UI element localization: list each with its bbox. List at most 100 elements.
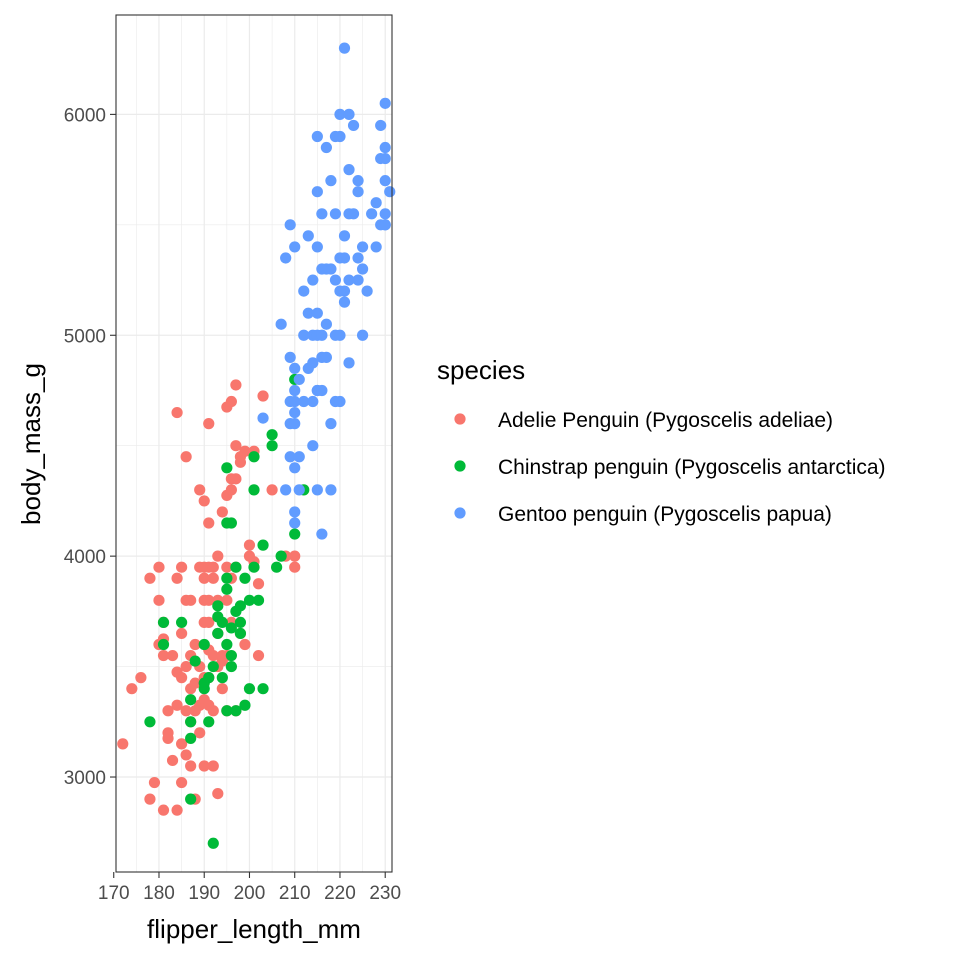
adelie-point — [289, 550, 301, 562]
gentoo-point — [284, 219, 296, 231]
gentoo-point — [334, 329, 346, 341]
gentoo-point — [302, 230, 314, 242]
y-tick-label: 4000 — [64, 547, 106, 568]
chinstrap-point — [185, 732, 197, 744]
legend-label-chinstrap: Chinstrap penguin (Pygoscelis antarctica… — [498, 456, 886, 479]
chinstrap-point — [185, 716, 197, 728]
gentoo-point — [329, 274, 342, 286]
adelie-point — [185, 594, 197, 606]
gentoo-point — [356, 329, 369, 341]
chinstrap-point — [225, 660, 237, 673]
adelie-point — [176, 561, 188, 573]
chinstrap-point — [198, 638, 210, 651]
gentoo-point — [293, 373, 305, 386]
gentoo-point — [289, 406, 301, 419]
gentoo-point — [316, 263, 328, 275]
chinstrap-point — [239, 699, 251, 711]
chinstrap-point — [176, 616, 188, 629]
adelie-point — [171, 804, 183, 816]
gentoo-point — [311, 484, 323, 496]
x-axis-title: flipper_length_mm — [147, 914, 361, 944]
adelie-point — [157, 804, 170, 816]
gentoo-point — [275, 318, 287, 330]
gentoo-point — [343, 274, 355, 286]
gentoo-point — [343, 164, 355, 176]
adelie-point — [189, 638, 201, 651]
chinstrap-point — [221, 638, 233, 651]
adelie-point — [212, 550, 224, 562]
chinstrap-point — [207, 837, 219, 849]
gentoo-point — [370, 241, 382, 253]
y-tick-label: 3000 — [64, 768, 106, 789]
grid-lines — [116, 15, 392, 872]
gentoo-point — [352, 186, 364, 198]
chinstrap-point — [289, 528, 301, 540]
chinstrap-point — [248, 451, 260, 463]
gentoo-point — [284, 351, 296, 363]
adelie-point — [203, 616, 215, 629]
gentoo-point — [334, 108, 346, 120]
x-tick-label: 230 — [369, 883, 401, 904]
plot-border — [115, 14, 393, 873]
gentoo-point — [343, 108, 355, 120]
legend-label-gentoo: Gentoo penguin (Pygoscelis papua) — [498, 503, 832, 526]
chinstrap-point — [252, 594, 265, 606]
gentoo-point — [257, 412, 269, 424]
legend-key-chinstrap — [454, 460, 466, 472]
adelie-point — [185, 760, 197, 772]
adelie-point — [207, 705, 219, 717]
gentoo-point — [379, 97, 391, 109]
chinstrap-point — [243, 683, 256, 695]
gentoo-point — [289, 517, 301, 529]
adelie-point — [257, 390, 269, 402]
gentoo-point — [343, 357, 355, 369]
gentoo-point — [356, 241, 369, 253]
legend-item-chinstrap: Chinstrap penguin (Pygoscelis antarctica… — [454, 456, 886, 479]
chinstrap-point — [257, 683, 269, 695]
chinstrap-point — [275, 550, 287, 562]
gentoo-point — [320, 318, 332, 330]
gentoo-point — [311, 307, 323, 319]
adelie-point — [207, 760, 219, 772]
legend-key-gentoo — [454, 507, 466, 519]
legend: species Adelie Penguin (Pygoscelis adeli… — [437, 355, 886, 526]
gentoo-point — [370, 197, 382, 209]
adelie-point — [148, 776, 161, 789]
adelie-point — [176, 776, 188, 789]
gentoo-point — [379, 208, 391, 220]
chinstrap-point — [212, 627, 224, 640]
adelie-point — [176, 738, 188, 750]
gentoo-point — [379, 152, 391, 165]
gentoo-point — [338, 230, 351, 242]
gentoo-point — [316, 384, 328, 397]
gentoo-point — [325, 418, 337, 430]
gentoo-point — [379, 175, 391, 187]
gentoo-point — [329, 208, 342, 220]
adelie-point — [266, 484, 278, 496]
gentoo-point — [379, 141, 391, 154]
gentoo-point — [352, 252, 364, 264]
chinstrap-point — [257, 539, 269, 551]
gentoo-point — [284, 451, 296, 463]
adelie-point — [221, 594, 233, 606]
adelie-point — [239, 638, 251, 651]
gentoo-point — [298, 285, 310, 297]
chinstrap-point — [216, 672, 228, 684]
adelie-point — [162, 727, 174, 739]
adelie-point — [117, 738, 129, 750]
gentoo-point — [325, 263, 337, 275]
gentoo-point — [298, 395, 310, 408]
adelie-point — [230, 473, 242, 485]
chinstrap-point — [234, 627, 247, 640]
gentoo-point — [307, 274, 319, 286]
adelie-point — [207, 572, 219, 584]
adelie-point — [153, 594, 165, 606]
gentoo-point — [316, 208, 328, 220]
chinstrap-point — [271, 561, 283, 573]
chinstrap-point — [230, 561, 242, 573]
gentoo-point — [338, 285, 351, 297]
adelie-point — [289, 561, 301, 573]
adelie-point — [157, 649, 170, 662]
chinstrap-point — [266, 440, 278, 452]
gentoo-point — [289, 418, 301, 430]
